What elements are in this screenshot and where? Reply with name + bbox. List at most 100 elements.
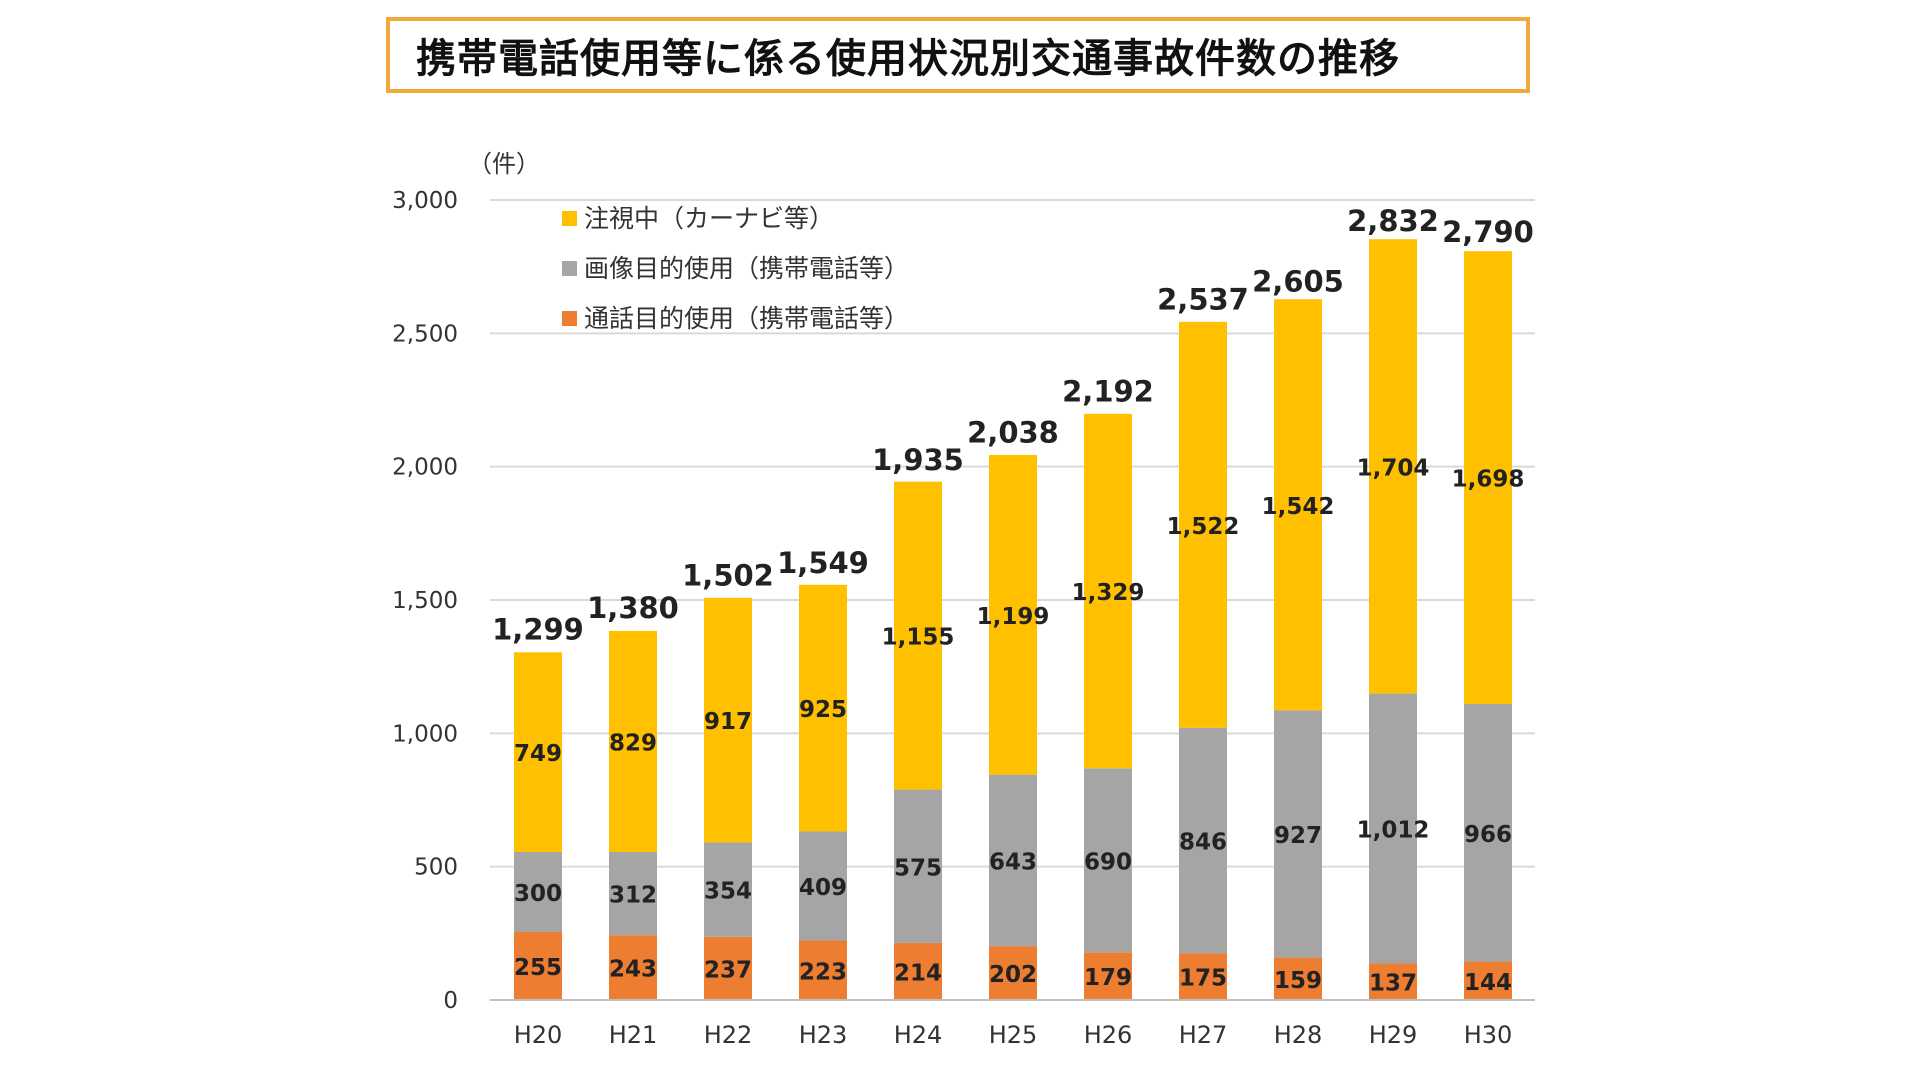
legend-label: 通話目的使用（携帯電話等） [584,304,909,333]
bar-segment [894,942,942,1000]
bar-segment [1084,413,1132,769]
segment-value-label: 1,542 [1262,494,1335,520]
legend-label: 注視中（カーナビ等） [584,204,834,233]
bar-segment [609,935,657,1000]
segment-value-label: 846 [1179,830,1227,856]
segment-value-label: 1,012 [1357,818,1430,844]
bar-segment [704,936,752,1000]
segment-value-label: 749 [514,741,562,767]
x-tick-label: H27 [1179,1021,1228,1049]
x-tick-label: H20 [514,1021,563,1049]
legend: 注視中（カーナビ等） 画像目的使用（携帯電話等） 通話目的使用（携帯電話等） [562,204,909,333]
segment-value-label: 179 [1084,965,1132,991]
y-tick-label: 3,000 [392,188,458,214]
segment-value-label: 223 [799,959,847,985]
x-tick-label: H25 [989,1021,1038,1049]
bar-segment [1369,963,1417,1000]
total-value-label: 1,502 [682,558,774,592]
bar-segment [989,946,1037,1000]
bar-segment [1464,704,1512,962]
x-tick-label: H22 [704,1021,753,1049]
legend-swatch [562,211,577,226]
segment-value-label: 1,698 [1452,467,1525,493]
bar-segment [1179,321,1227,728]
total-value-label: 2,537 [1157,282,1249,316]
segment-value-label: 354 [704,879,752,905]
bar-segment [1084,768,1132,953]
bar-segment [1464,961,1512,1000]
bar-segment [1274,957,1322,1000]
total-value-label: 1,549 [777,546,869,580]
bar-segment [514,652,562,852]
segment-value-label: 1,155 [882,625,955,651]
x-tick-label: H30 [1464,1021,1513,1049]
y-tick-label: 2,500 [392,321,458,347]
bar-segment [1274,710,1322,958]
total-value-label: 2,832 [1347,204,1439,238]
segment-value-label: 175 [1179,966,1227,992]
bar-segment [1369,693,1417,964]
bar-segment [799,831,847,941]
bar-segment [609,630,657,852]
legend-label: 画像目的使用（携帯電話等） [584,254,909,283]
x-tick-label: H29 [1369,1021,1418,1049]
bar-segment [1084,952,1132,1000]
bar-segment [1274,299,1322,711]
segment-value-label: 643 [989,849,1037,875]
bar-segment [799,940,847,1000]
bars [514,239,1512,1000]
y-tick-label: 500 [414,855,458,881]
segment-value-label: 1,199 [977,604,1050,630]
legend-swatch [562,261,577,276]
bar-segment [1464,251,1512,704]
segment-value-label: 409 [799,875,847,901]
x-tick-label: H24 [894,1021,943,1049]
segment-value-label: 300 [514,881,562,907]
y-unit-label: （件） [468,150,540,178]
segment-value-label: 144 [1464,970,1512,996]
bar-segment [894,481,942,790]
segment-value-label: 1,704 [1357,455,1430,481]
bar-segment [894,789,942,943]
segment-value-label: 927 [1274,823,1322,849]
x-tick-label: H21 [609,1021,658,1049]
y-tick-label: 0 [443,988,458,1014]
total-value-label: 2,192 [1062,374,1154,408]
total-value-label: 1,299 [492,613,584,647]
bar-segment [514,932,562,1000]
bar-segment [704,842,752,937]
total-value-label: 2,038 [967,416,1059,450]
segment-value-label: 202 [989,962,1037,988]
segment-value-label: 917 [704,709,752,735]
segment-value-label: 1,522 [1167,514,1240,540]
segment-value-label: 243 [609,957,657,983]
bar-segment [609,852,657,936]
y-tick-label: 1,500 [392,588,458,614]
segment-value-label: 159 [1274,968,1322,994]
bar-segment [989,454,1037,775]
segment-value-label: 690 [1084,849,1132,875]
segment-value-label: 925 [799,697,847,723]
segment-value-label: 237 [704,957,752,983]
bar-segment [1179,727,1227,954]
segment-value-label: 966 [1464,822,1512,848]
bar-segment [799,584,847,832]
legend-swatch [562,311,577,326]
segment-value-label: 214 [894,960,942,986]
bar-segment [704,597,752,843]
segment-value-label: 137 [1369,971,1417,997]
x-tick-label: H26 [1084,1021,1133,1049]
y-tick-label: 1,000 [392,721,458,747]
bar-segment [1369,239,1417,694]
total-value-label: 2,605 [1252,264,1344,298]
segment-value-label: 829 [609,730,657,756]
total-value-label: 1,380 [587,591,679,625]
x-tick-label: H23 [799,1021,848,1049]
segment-value-label: 255 [514,955,562,981]
segment-value-label: 312 [609,883,657,909]
bar-segment [989,774,1037,947]
segment-value-label: 1,329 [1072,580,1145,606]
segment-value-label: 575 [894,855,942,881]
y-tick-label: 2,000 [392,455,458,481]
